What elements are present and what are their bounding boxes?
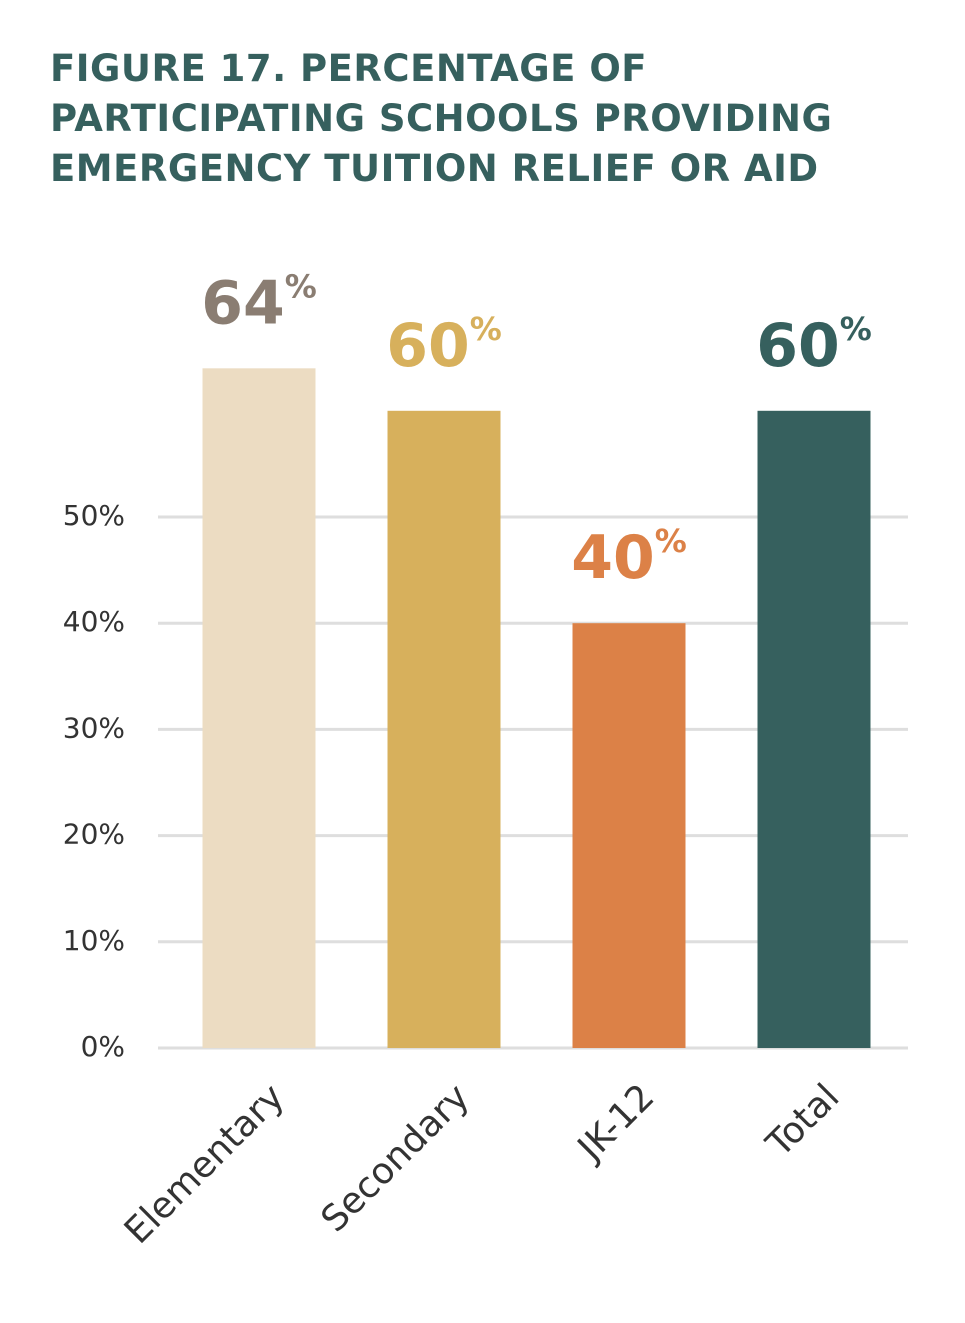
bar [757, 410, 871, 1048]
value-label: 60% [756, 310, 872, 381]
x-tick-label: Total [758, 1076, 847, 1165]
x-tick-label: Secondary [314, 1076, 478, 1240]
value-label: 40% [571, 522, 687, 593]
y-tick-label: 40% [63, 605, 125, 638]
bar [572, 623, 686, 1048]
chart-title: FIGURE 17. PERCENTAGE OF PARTICIPATING S… [50, 47, 833, 190]
bar [387, 410, 501, 1048]
y-tick-label: 20% [63, 818, 125, 851]
y-tick-label: 10% [63, 924, 125, 957]
value-label: 60% [386, 310, 502, 381]
x-tick-label: JK-12 [569, 1076, 663, 1170]
bar [202, 368, 316, 1048]
value-label: 64% [201, 267, 317, 338]
y-tick-label: 50% [63, 499, 125, 532]
y-tick-label: 0% [81, 1030, 125, 1063]
x-tick-label: Elementary [117, 1076, 293, 1252]
y-tick-label: 30% [63, 711, 125, 744]
